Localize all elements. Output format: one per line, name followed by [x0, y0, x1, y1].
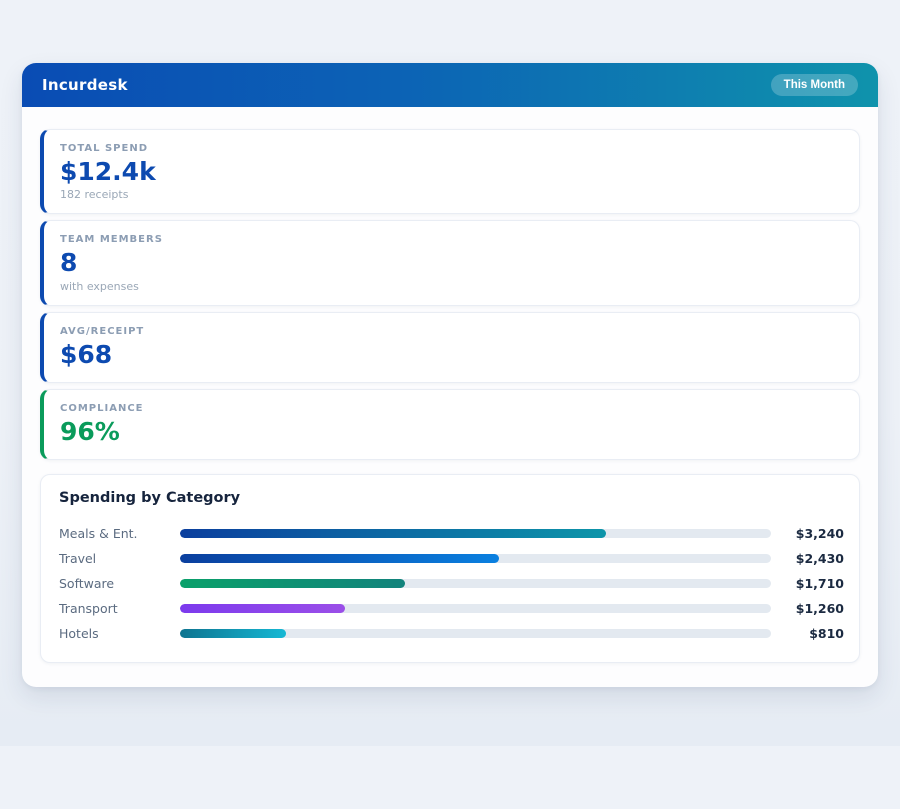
bar-track: [180, 629, 771, 638]
category-row-hotels: Hotels $810: [59, 621, 844, 646]
category-value: $1,710: [795, 576, 844, 591]
category-label: Travel: [59, 551, 97, 566]
bar-fill-hotels: [180, 629, 287, 638]
spending-by-category-card: Spending by Category Meals & Ent. $3,240…: [40, 474, 860, 663]
bar-fill-travel: [180, 554, 500, 563]
category-label: Hotels: [59, 626, 99, 641]
bar-track: [180, 604, 771, 613]
stat-value: $68: [60, 339, 113, 369]
stat-card-team-members: TEAM MEMBERS 8 with expenses: [40, 220, 860, 306]
bar-track: [180, 529, 771, 538]
bar-fill-software: [180, 579, 405, 588]
stat-value: 8: [60, 248, 78, 278]
stat-card-compliance: COMPLIANCE 96%: [40, 388, 860, 460]
app-title: Incurdesk: [42, 76, 128, 94]
stat-card-avg-receipt: AVG/RECEIPT $68: [40, 311, 860, 383]
category-row-transport: Transport $1,260: [59, 596, 844, 621]
stat-card-total-spend: TOTAL SPEND $12.4k 182 receipts: [40, 129, 860, 215]
panel-body: TOTAL SPEND $12.4k 182 receipts TEAM MEM…: [22, 107, 878, 687]
category-value: $810: [809, 626, 844, 641]
category-value: $3,240: [795, 526, 844, 541]
stat-label: COMPLIANCE: [60, 402, 144, 414]
category-label: Transport: [59, 601, 118, 616]
stat-value: $12.4k: [60, 157, 156, 186]
section-title: Spending by Category: [59, 490, 241, 506]
category-value: $1,260: [795, 601, 844, 616]
period-badge[interactable]: This Month: [770, 74, 858, 96]
stat-subtext: with expenses: [60, 279, 139, 293]
stat-subtext: 182 receipts: [60, 188, 129, 202]
category-row-software: Software $1,710: [59, 571, 844, 596]
bar-track: [180, 579, 771, 588]
category-row-meals: Meals & Ent. $3,240: [59, 521, 844, 546]
category-label: Meals & Ent.: [59, 526, 138, 541]
bar-fill-meals: [180, 529, 606, 538]
bar-fill-transport: [180, 604, 346, 613]
stat-value: 96%: [60, 416, 120, 446]
category-label: Software: [59, 576, 115, 591]
category-row-travel: Travel $2,430: [59, 546, 844, 571]
stat-label: TEAM MEMBERS: [60, 234, 163, 246]
stat-label: TOTAL SPEND: [60, 143, 148, 154]
bar-track: [180, 554, 771, 563]
stat-label: AVG/RECEIPT: [60, 325, 145, 337]
panel-header: Incurdesk This Month: [22, 63, 878, 107]
category-value: $2,430: [795, 551, 844, 566]
dashboard-panel: Incurdesk This Month TOTAL SPEND $12.4k …: [22, 63, 878, 687]
